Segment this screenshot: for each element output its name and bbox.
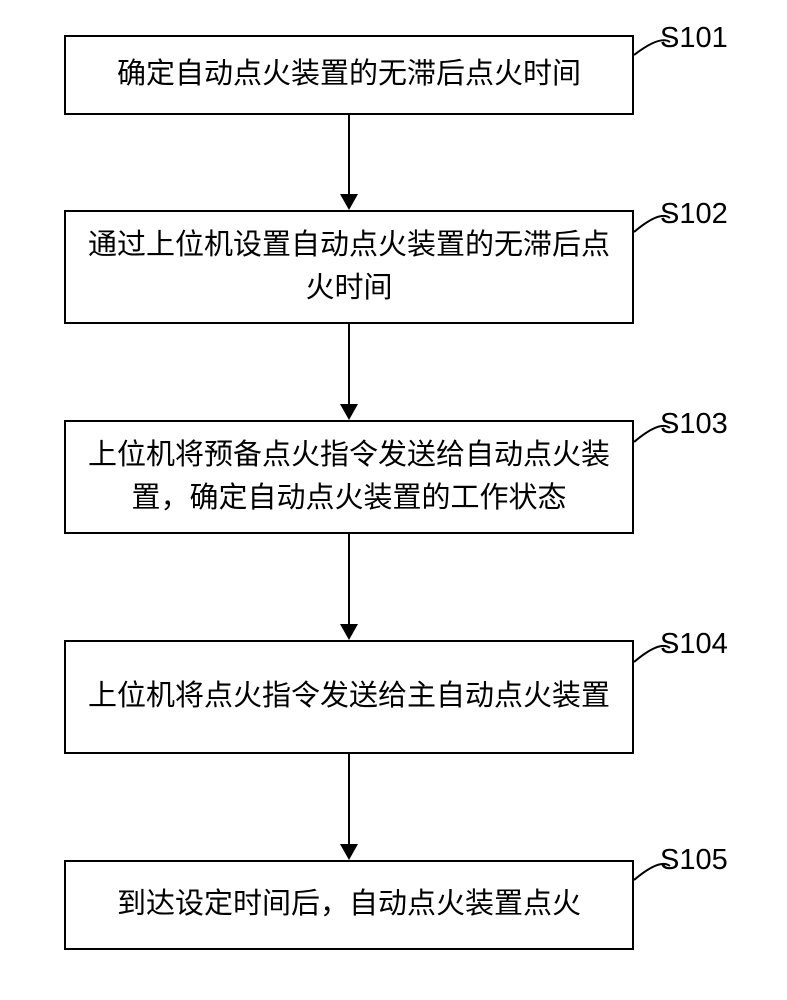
arrow-line <box>348 534 350 624</box>
step-label-s105: S105 <box>660 844 728 877</box>
step-box-s105: 到达设定时间后，自动点火装置点火 <box>64 860 634 950</box>
step-text: 到达设定时间后，自动点火装置点火 <box>117 883 581 927</box>
step-text: 通过上位机设置自动点火装置的无滞后点火时间 <box>78 224 620 311</box>
step-box-s103: 上位机将预备点火指令发送给自动点火装置，确定自动点火装置的工作状态 <box>64 420 634 534</box>
arrow-line <box>348 324 350 404</box>
step-label-s104: S104 <box>660 628 728 661</box>
flowchart-canvas: 确定自动点火装置的无滞后点火时间 S101 通过上位机设置自动点火装置的无滞后点… <box>0 0 787 1000</box>
arrow-line <box>348 754 350 844</box>
step-text: 上位机将点火指令发送给主自动点火装置 <box>88 675 610 719</box>
step-label-s101: S101 <box>660 22 728 55</box>
step-label-s102: S102 <box>660 198 728 231</box>
arrow-head <box>340 624 358 640</box>
arrow-head <box>340 844 358 860</box>
step-box-s101: 确定自动点火装置的无滞后点火时间 <box>64 35 634 115</box>
step-text: 上位机将预备点火指令发送给自动点火装置，确定自动点火装置的工作状态 <box>78 434 620 521</box>
step-box-s104: 上位机将点火指令发送给主自动点火装置 <box>64 640 634 754</box>
step-text: 确定自动点火装置的无滞后点火时间 <box>117 53 581 97</box>
arrow-head <box>340 194 358 210</box>
step-box-s102: 通过上位机设置自动点火装置的无滞后点火时间 <box>64 210 634 324</box>
arrow-head <box>340 404 358 420</box>
arrow-line <box>348 115 350 194</box>
step-label-s103: S103 <box>660 408 728 441</box>
